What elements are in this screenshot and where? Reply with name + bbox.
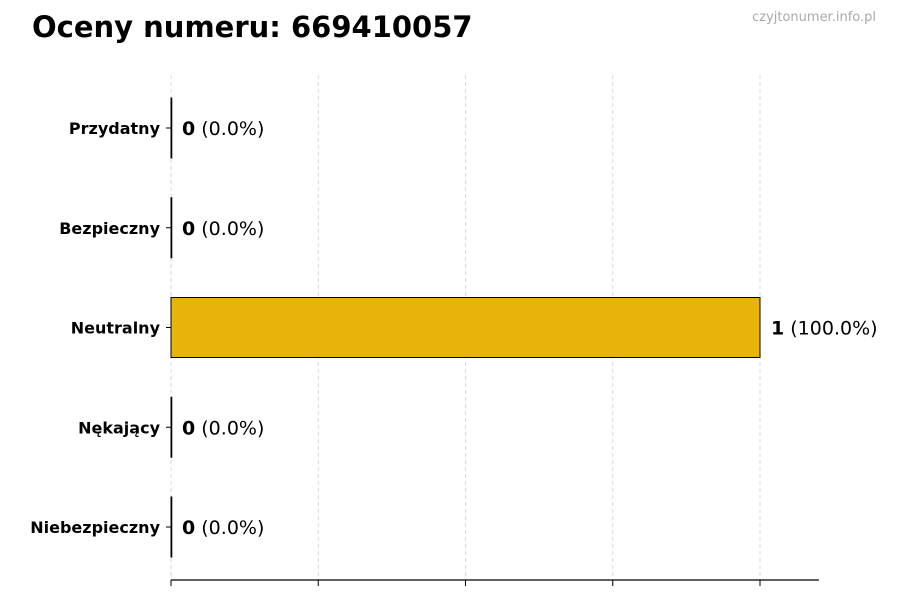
count-label: 1 [771,318,784,340]
value-label: 0 (0.0%) [182,218,264,240]
category-label: Bezpieczny [59,219,160,238]
category-label: Niebezpieczny [30,518,160,537]
percent-label: (100.0%) [784,318,877,340]
value-label: 1 (100.0%) [771,318,878,340]
percent-label: (0.0%) [195,417,264,439]
count-label: 0 [182,417,195,439]
count-label: 0 [182,517,195,539]
category-label: Neutralny [71,319,161,338]
percent-label: (0.0%) [195,218,264,240]
count-label: 0 [182,218,195,240]
bar-bezpieczny [170,197,173,259]
percent-label: (0.0%) [195,118,264,140]
bar-nękający [170,396,173,458]
value-label: 0 (0.0%) [182,517,264,539]
bar-neutralny [170,297,761,358]
watermark: czyjtonumer.info.pl [752,10,876,25]
percent-label: (0.0%) [195,517,264,539]
value-label: 0 (0.0%) [182,118,264,140]
count-label: 0 [182,118,195,140]
category-label: Przydatny [69,119,161,138]
bar-przydatny [170,97,173,159]
bar-niebezpieczny [170,496,173,558]
value-label: 0 (0.0%) [182,417,264,439]
category-label: Nękający [78,418,160,437]
chart-title: Oceny numeru: 669410057 [32,10,473,44]
